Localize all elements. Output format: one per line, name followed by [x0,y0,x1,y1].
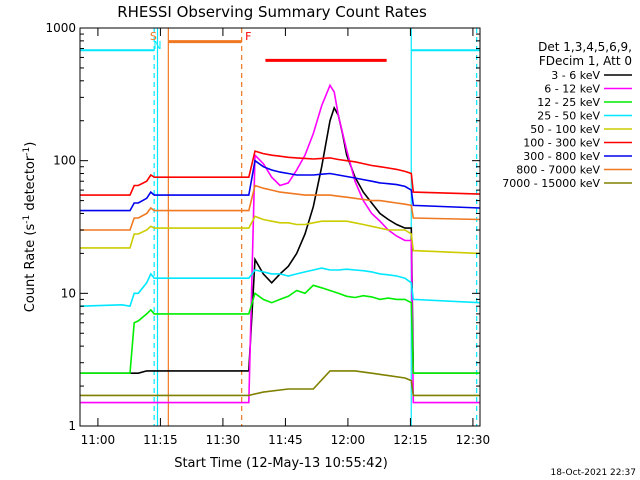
x-tick-label: 11:15 [143,433,178,447]
chart-title: RHESSI Observing Summary Count Rates [117,3,427,21]
y-axis: 1 10 100 1000 [45,21,480,433]
series-line-8 [80,370,480,397]
legend-entry-label: 12 - 25 keV [537,96,600,109]
y-tick-label: 1000 [45,21,76,35]
y-axis-label-main: Count Rate (s [23,224,38,313]
legend-header-1: Det 1,3,4,5,6,9, [538,40,632,54]
x-tick-label: 12:30 [456,433,491,447]
marker-label: N [153,39,161,52]
x-tick-label: 11:45 [268,433,303,447]
x-tick-label: 11:30 [206,433,241,447]
y-axis-label-exp1: -1 [22,215,32,224]
series-line-7 [80,184,481,231]
series-line-0 [80,105,480,374]
plot-frame [79,27,481,427]
y-tick-label: 1 [68,419,76,433]
series-line-6 [80,159,481,212]
marker-label: S [150,30,157,43]
legend-entry-label: 100 - 300 keV [523,137,600,150]
y-tick-label: 10 [61,286,76,300]
y-axis-label-mid: detector [23,155,38,215]
series-line-5 [80,150,481,196]
x-tick-label: 12:15 [393,433,428,447]
legend-entry-label: 25 - 50 keV [537,110,600,123]
x-axis: 11:00 11:15 11:30 11:45 12:00 12:15 12:30 [81,28,491,447]
chart-marks: SN F [79,28,481,426]
marker-label: F [245,30,251,43]
legend-entry-label: 6 - 12 keV [544,83,600,96]
y-axis-label-exp2: -1 [22,147,32,156]
series-line-2 [80,284,480,374]
legend-entry-label: 50 - 100 keV [530,123,600,136]
footer-timestamp: 18-Oct-2021 22:37 [551,468,636,478]
y-axis-label-end: ) [23,142,38,147]
legend-entry-label: 300 - 800 keV [523,150,600,163]
x-tick-label: 12:00 [331,433,366,447]
legend-entry-label: 3 - 6 keV [551,69,600,82]
series-line-1 [80,83,480,404]
y-tick-label: 100 [53,154,76,168]
x-tick-label: 11:00 [81,433,116,447]
series-line-4 [80,215,481,255]
legend-header-2: FDecim 1, Att 0 [539,54,632,68]
y-axis-label: Count Rate (s-1 detector-1) [22,142,38,313]
x-axis-label: Start Time (12-May-13 10:55:42) [174,456,388,471]
legend-entry-label: 800 - 7000 keV [516,164,600,177]
series-line-3 [79,267,481,308]
legend: Det 1,3,4,5,6,9, FDecim 1, Att 0 3 - 6 k… [502,40,632,190]
legend-entry-label: 7000 - 15000 keV [502,177,600,190]
